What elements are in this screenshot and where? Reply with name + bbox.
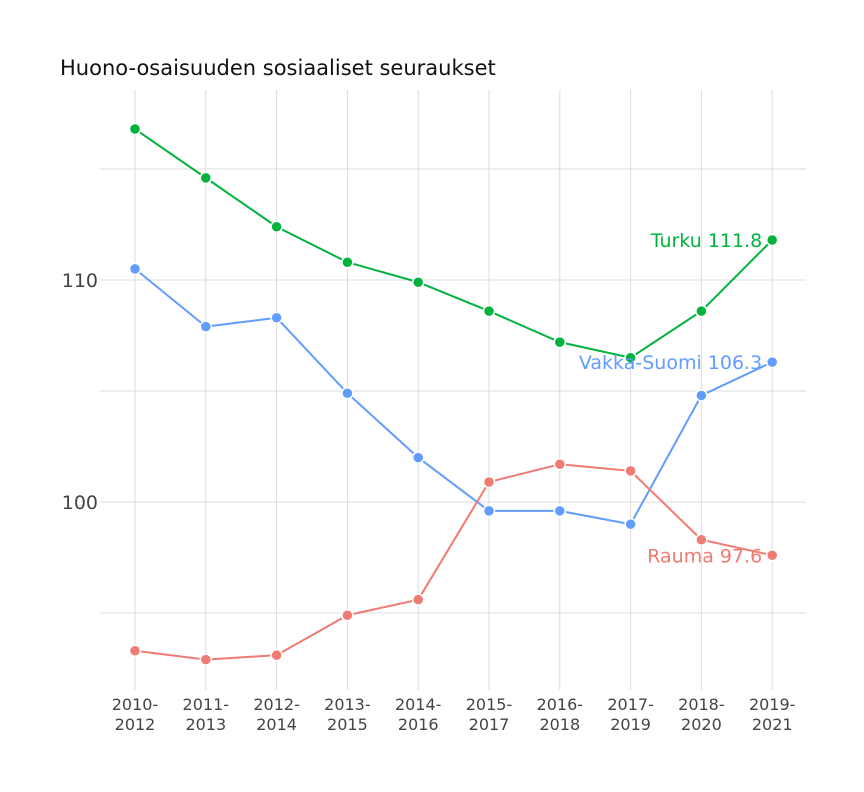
x-tick-label-line: 2018 — [539, 715, 580, 734]
x-tick-label-line: 2020 — [681, 715, 722, 734]
y-tick-label: 110 — [62, 270, 98, 292]
data-point — [482, 475, 496, 489]
x-tick-label-line: 2010- — [112, 695, 159, 714]
data-point — [411, 593, 425, 606]
x-tick-label-line: 2013 — [185, 715, 226, 734]
data-point — [270, 311, 283, 324]
x-tick-label-line: 2012- — [253, 695, 300, 714]
data-point — [341, 255, 354, 269]
series-line — [134, 128, 773, 359]
data-point — [411, 451, 425, 464]
x-tick-label: 2014-2016 — [395, 695, 442, 734]
data-point — [482, 504, 496, 518]
x-tick-label: 2016-2018 — [537, 695, 584, 734]
data-point — [199, 320, 213, 333]
data-point — [341, 608, 354, 622]
x-tick-label-line: 2016 — [398, 715, 439, 734]
end-labels: Turku 111.8 Vakka-Suomi 106.3 Rauma 97.6 — [579, 230, 762, 567]
x-tick-label-line: 2019- — [749, 695, 796, 714]
data-point — [624, 517, 637, 531]
x-tick-label-line: 2019 — [610, 715, 651, 734]
x-tick-label-line: 2017 — [469, 715, 510, 734]
chart-title: Huono-osaisuuden sosiaaliset seuraukset — [60, 56, 496, 80]
series-line — [134, 268, 773, 526]
data-point — [411, 275, 425, 289]
data-point — [128, 122, 142, 136]
x-tick-label: 2012-2014 — [253, 695, 300, 734]
data-point — [624, 464, 637, 478]
data-point — [624, 351, 637, 364]
data-point — [765, 355, 779, 369]
x-tick-label: 2019-2021 — [749, 695, 796, 734]
data-point — [482, 304, 496, 318]
series-end-label: Turku 111.8 — [650, 230, 762, 252]
data-point — [199, 653, 213, 666]
data-point — [695, 533, 708, 546]
y-tick-label: 100 — [62, 492, 98, 514]
x-tick-label: 2018-2020 — [678, 695, 725, 734]
series — [128, 122, 779, 666]
x-tick-label-line: 2011- — [183, 695, 230, 714]
series-end-label: Rauma 97.6 — [647, 545, 762, 567]
data-point — [128, 262, 142, 276]
data-point — [341, 386, 354, 400]
x-tick-label-line: 2012 — [115, 715, 156, 734]
x-tick-label: 2013-2015 — [324, 695, 371, 734]
data-point — [765, 233, 779, 247]
series-turku — [128, 122, 779, 364]
data-point — [270, 220, 283, 233]
x-tick-label: 2010-2012 — [112, 695, 159, 734]
axes: 1001102010-20122011-20132012-20142013-20… — [62, 270, 796, 734]
x-tick-label-line: 2021 — [752, 715, 793, 734]
x-tick-label-line: 2014- — [395, 695, 442, 714]
x-tick-label-line: 2016- — [537, 695, 584, 714]
x-tick-label-line: 2018- — [678, 695, 725, 714]
x-tick-label-line: 2013- — [324, 695, 371, 714]
data-point — [765, 549, 779, 562]
series-line — [134, 463, 773, 661]
x-tick-label-line: 2017- — [607, 695, 654, 714]
data-point — [553, 458, 567, 471]
x-tick-label: 2017-2019 — [607, 695, 654, 734]
data-point — [695, 304, 708, 318]
series-end-label: Vakka-Suomi 106.3 — [579, 352, 762, 374]
grid — [100, 90, 806, 690]
data-point — [553, 335, 567, 349]
series-rauma — [128, 458, 779, 666]
x-tick-label-line: 2015 — [327, 715, 368, 734]
data-point — [270, 648, 283, 662]
data-point — [695, 389, 708, 402]
data-point — [553, 504, 567, 518]
x-tick-label: 2011-2013 — [183, 695, 230, 734]
x-tick-label-line: 2014 — [256, 715, 297, 734]
data-point — [199, 171, 213, 185]
data-point — [128, 644, 142, 657]
x-tick-label-line: 2015- — [466, 695, 513, 714]
series-vakka-suomi — [128, 262, 779, 531]
x-tick-label: 2015-2017 — [466, 695, 513, 734]
